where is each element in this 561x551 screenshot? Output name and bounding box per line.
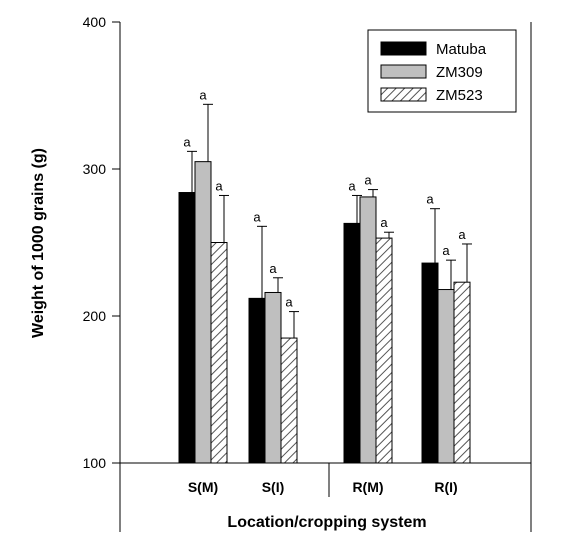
legend-swatch: [380, 64, 427, 79]
y-tick-label: 300: [83, 161, 107, 177]
significance-label: a: [442, 243, 450, 258]
significance-label: a: [183, 134, 191, 149]
category-label: S(M): [188, 479, 218, 495]
legend: Matuba ZM309 ZM523: [367, 29, 517, 113]
category-label: S(I): [262, 479, 285, 495]
bar: [437, 289, 455, 464]
y-axis-title: Weight of 1000 grains (g): [30, 148, 47, 338]
significance-label: a: [364, 173, 372, 188]
significance-label: a: [458, 227, 466, 242]
legend-label: Matuba: [436, 41, 487, 58]
legend-label: ZM523: [436, 87, 483, 104]
y-tick-label: 200: [83, 308, 107, 324]
significance-label: a: [285, 295, 293, 310]
category-label: R(M): [352, 479, 383, 495]
bar: [453, 281, 471, 464]
bar: [210, 242, 228, 464]
significance-label: a: [215, 178, 223, 193]
bar: [178, 192, 196, 464]
bar: [359, 196, 377, 464]
bar: [421, 262, 439, 464]
significance-label: a: [426, 192, 434, 207]
y-tick-label: 100: [83, 455, 107, 471]
y-tick-label: 400: [83, 14, 107, 30]
bar: [343, 222, 361, 464]
legend-swatch: [380, 41, 427, 56]
significance-label: a: [348, 178, 356, 193]
significance-label: a: [199, 87, 207, 102]
significance-label: a: [269, 261, 277, 276]
x-axis-title: Location/cropping system: [227, 514, 426, 531]
bar: [375, 237, 393, 464]
y-ticks: 100 200 300 400: [83, 14, 120, 471]
bar: [194, 161, 212, 464]
legend-swatch: [380, 87, 427, 102]
significance-label: a: [253, 209, 261, 224]
legend-label: ZM309: [436, 64, 483, 81]
category-label: R(I): [434, 479, 457, 495]
bar: [248, 297, 266, 464]
x-category-labels: S(M) S(I) R(M) R(I): [188, 479, 458, 495]
significance-label: a: [380, 215, 388, 230]
bar: [264, 291, 282, 464]
bar: [280, 337, 298, 464]
